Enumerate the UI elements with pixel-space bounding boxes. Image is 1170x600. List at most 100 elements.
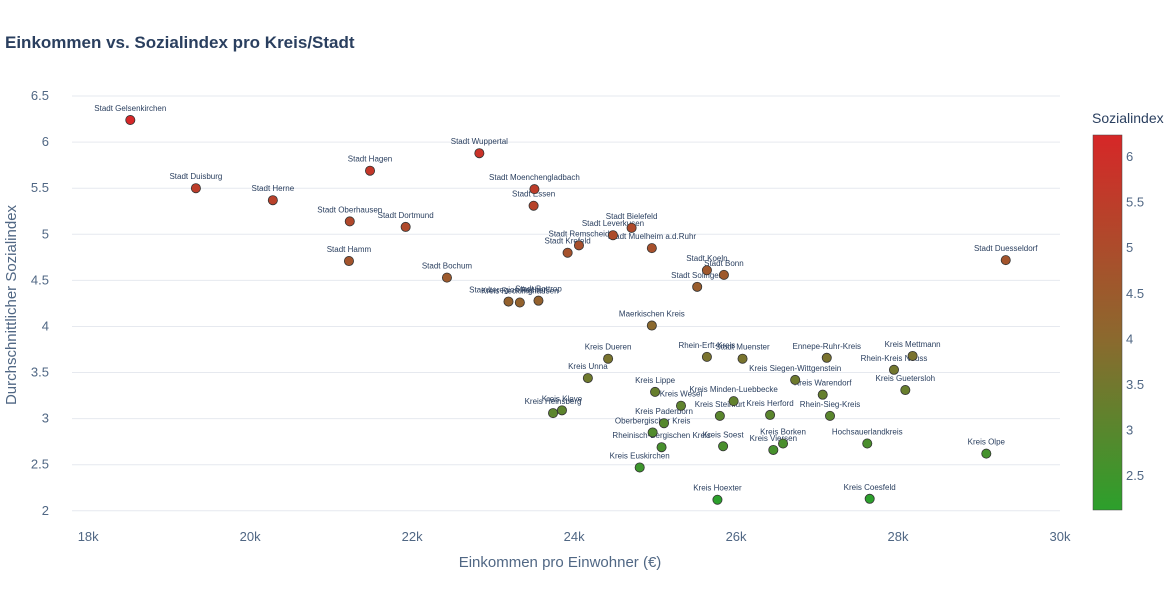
point-label-layer: Stadt Gelsenkirchen Stadt Duisburg Stadt H… bbox=[94, 104, 1038, 493]
data-point[interactable] bbox=[692, 281, 703, 292]
data-point-label: Kreis Coesfeld bbox=[844, 483, 896, 492]
data-point[interactable] bbox=[825, 410, 836, 421]
data-point[interactable] bbox=[900, 385, 911, 396]
data-point[interactable] bbox=[582, 373, 593, 384]
data-point-label: Stadt Muenster bbox=[715, 343, 770, 352]
data-point[interactable] bbox=[817, 389, 828, 400]
data-point-label: Kreis Siegen-Wittgenstein bbox=[749, 364, 841, 373]
data-point[interactable] bbox=[862, 438, 873, 449]
data-point-label: Rhein-Sieg-Kreis bbox=[800, 400, 860, 409]
data-point[interactable] bbox=[821, 352, 832, 363]
colorbar-gradient bbox=[1092, 134, 1123, 511]
data-point[interactable] bbox=[712, 494, 723, 505]
data-point-label: Stadt Herne bbox=[251, 184, 294, 193]
data-point-label: Kreis Guetersloh bbox=[876, 374, 936, 383]
x-tick-label: 18k bbox=[78, 529, 99, 544]
data-point[interactable] bbox=[556, 405, 567, 416]
data-point-label: Stadt Duisburg bbox=[169, 172, 222, 181]
colorbar-title: Sozialindex bbox=[1092, 110, 1164, 126]
x-axis-title: Einkommen pro Einwohner (€) bbox=[459, 554, 662, 571]
colorbar-tick-label: 3 bbox=[1126, 423, 1133, 438]
data-point-label: Stadt Moenchengladbach bbox=[489, 173, 580, 182]
data-point[interactable] bbox=[888, 364, 899, 375]
data-point[interactable] bbox=[737, 353, 748, 364]
y-tick-label: 4 bbox=[42, 318, 49, 333]
data-point-label: Kreis Mettmann bbox=[885, 340, 941, 349]
chart-title: Einkommen vs. Sozialindex pro Kreis/Stad… bbox=[5, 33, 355, 52]
data-point-label: Stadt Koeln bbox=[686, 254, 727, 263]
data-point[interactable] bbox=[533, 295, 544, 306]
data-point[interactable] bbox=[907, 350, 918, 361]
data-point[interactable] bbox=[656, 442, 667, 453]
point-layer bbox=[125, 115, 1011, 505]
data-point-label: Stadt Essen bbox=[512, 190, 555, 199]
data-point-label: Kreis Herford bbox=[747, 399, 794, 408]
data-point[interactable] bbox=[981, 448, 992, 459]
data-point-label: Kreis Olpe bbox=[968, 438, 1006, 447]
colorbar-tick-label: 4 bbox=[1126, 331, 1133, 346]
data-point-label: Oberbergischer Kreis bbox=[615, 416, 691, 425]
data-point[interactable] bbox=[267, 195, 278, 206]
data-point-label: Kreis Euskirchen bbox=[610, 451, 670, 460]
data-point[interactable] bbox=[607, 230, 618, 241]
data-point[interactable] bbox=[634, 462, 645, 473]
data-point[interactable] bbox=[343, 256, 354, 267]
data-point[interactable] bbox=[728, 396, 739, 407]
y-tick-label: 6.5 bbox=[31, 88, 49, 103]
data-point[interactable] bbox=[647, 427, 658, 438]
data-point[interactable] bbox=[650, 386, 661, 397]
data-point[interactable] bbox=[646, 320, 657, 331]
data-point[interactable] bbox=[503, 296, 514, 307]
data-point[interactable] bbox=[344, 216, 355, 227]
data-point-label: Kreis Lippe bbox=[635, 376, 676, 385]
data-point-label: Stadt Remscheid bbox=[548, 229, 609, 238]
data-point[interactable] bbox=[125, 115, 136, 126]
data-point[interactable] bbox=[626, 222, 637, 233]
data-point-label: Ennepe-Ruhr-Kreis bbox=[793, 342, 861, 351]
data-point-label: Kreis Wesel bbox=[660, 390, 703, 399]
data-point[interactable] bbox=[603, 353, 614, 364]
data-point[interactable] bbox=[718, 269, 729, 280]
colorbar-tick-label: 3.5 bbox=[1126, 377, 1144, 392]
colorbar-ticks: 2.5 3 3.5 4 4.5 5 5.5 6 bbox=[1126, 149, 1144, 483]
data-point[interactable] bbox=[646, 243, 657, 254]
data-point[interactable] bbox=[529, 184, 540, 195]
data-point[interactable] bbox=[514, 297, 525, 308]
data-point[interactable] bbox=[768, 444, 779, 455]
y-tick-label: 5.5 bbox=[31, 180, 49, 195]
data-point-label: Stadt Hagen bbox=[348, 155, 392, 164]
data-point[interactable] bbox=[528, 200, 539, 211]
data-point[interactable] bbox=[658, 418, 669, 429]
data-point[interactable] bbox=[573, 240, 584, 251]
data-point[interactable] bbox=[562, 247, 573, 258]
data-point-label: Stadt Bochum bbox=[422, 262, 473, 271]
data-point-label: Kreis Kleve bbox=[542, 394, 583, 403]
colorbar-tick-label: 6 bbox=[1126, 149, 1133, 164]
data-point[interactable] bbox=[474, 148, 485, 159]
data-point[interactable] bbox=[790, 374, 801, 385]
data-point[interactable] bbox=[400, 221, 411, 232]
data-point[interactable] bbox=[714, 410, 725, 421]
data-point[interactable] bbox=[365, 165, 376, 176]
y-axis-title: Durchschnittlicher Sozialindex bbox=[3, 204, 20, 405]
data-point[interactable] bbox=[701, 351, 712, 362]
data-point[interactable] bbox=[190, 183, 201, 194]
x-tick-label: 26k bbox=[726, 529, 747, 544]
data-point[interactable] bbox=[1000, 255, 1011, 266]
data-point-label: Kreis Paderborn bbox=[635, 407, 693, 416]
data-point[interactable] bbox=[765, 409, 776, 420]
data-point-label: Kreis Minden-Luebbecke bbox=[689, 385, 778, 394]
data-point[interactable] bbox=[548, 408, 559, 419]
data-point-label: Stadt Bielefeld bbox=[606, 212, 658, 221]
data-point[interactable] bbox=[675, 400, 686, 411]
data-point[interactable] bbox=[701, 265, 712, 276]
data-point[interactable] bbox=[441, 272, 452, 283]
data-point-label: Stadt Bonn bbox=[704, 259, 744, 268]
x-tick-label: 28k bbox=[888, 529, 909, 544]
data-point-label: Rheinisch-Bergischen Kreis bbox=[612, 431, 710, 440]
data-point[interactable] bbox=[778, 438, 789, 449]
x-tick-label: 20k bbox=[240, 529, 261, 544]
data-point[interactable] bbox=[864, 493, 875, 504]
data-point[interactable] bbox=[718, 441, 729, 452]
data-point-label: Kreis Heinsberg bbox=[525, 397, 582, 406]
